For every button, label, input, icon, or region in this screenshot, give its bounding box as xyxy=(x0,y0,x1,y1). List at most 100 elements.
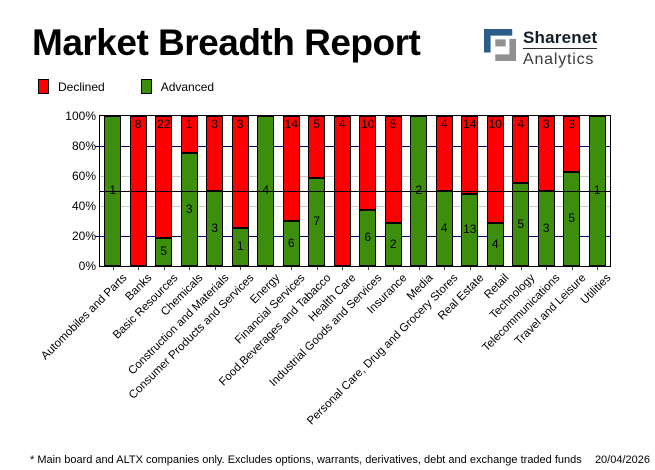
bar-declined-segment xyxy=(155,116,173,238)
declined-value-label: 14 xyxy=(463,117,477,131)
y-axis-label-80: 80% xyxy=(71,139,96,153)
advanced-value-label: 7 xyxy=(313,214,321,228)
x-axis-tick xyxy=(240,267,242,270)
y-axis-label-20: 20% xyxy=(71,229,96,243)
y-axis-label-60: 60% xyxy=(71,169,96,183)
advanced-value-label: 4 xyxy=(440,220,448,235)
legend-swatch-advanced xyxy=(140,79,152,94)
axis-tick-80 xyxy=(95,146,100,147)
x-axis-tick xyxy=(138,267,140,270)
bar-declined-segment xyxy=(206,116,224,191)
bar-declined-segment xyxy=(563,116,581,172)
sharenet-logo: Sharenet Analytics xyxy=(484,28,598,68)
bar-declined-segment xyxy=(282,116,300,221)
bar-declined-segment xyxy=(231,116,249,228)
advanced-value-label: 3 xyxy=(542,220,550,235)
gridline-60 xyxy=(100,176,610,177)
logo-sub: Analytics xyxy=(523,51,595,68)
logo-divider xyxy=(523,48,598,49)
x-axis-tick xyxy=(342,267,344,270)
logo-brand: Sharenet xyxy=(523,28,598,47)
chart-legend: Declined Advanced xyxy=(38,79,250,94)
bar-advanced-segment xyxy=(563,172,581,266)
axis-tick-20 xyxy=(95,236,100,237)
advanced-value-label: 1 xyxy=(236,239,244,253)
y-axis-label-100: 100% xyxy=(65,109,96,123)
x-axis-tick xyxy=(265,267,267,270)
gridline-20 xyxy=(100,236,610,237)
bar-declined-segment xyxy=(359,116,377,210)
bar-advanced-segment xyxy=(155,238,173,266)
declined-value-label: 10 xyxy=(488,117,502,131)
sharenet-logo-text: Sharenet Analytics xyxy=(523,28,598,68)
page-title: Market Breadth Report xyxy=(32,22,421,63)
legend-swatch-declined xyxy=(38,79,49,94)
advanced-value-label: 5 xyxy=(160,244,168,258)
x-axis-tick xyxy=(469,267,471,270)
declined-value-label: 4 xyxy=(517,117,525,131)
x-axis-tick xyxy=(520,267,522,270)
bar-declined-segment xyxy=(384,116,402,223)
x-axis-tick xyxy=(495,267,497,270)
advanced-value-label: 5 xyxy=(568,211,576,225)
declined-value-label: 3 xyxy=(568,117,576,131)
advanced-value-label: 3 xyxy=(185,201,193,216)
advanced-value-label: 1 xyxy=(593,183,601,197)
advanced-value-label: 3 xyxy=(211,220,219,235)
x-axis-tick xyxy=(163,267,165,270)
y-axis-label-0: 0% xyxy=(78,259,96,273)
bar-declined-segment xyxy=(308,116,326,178)
x-axis-tick xyxy=(571,267,573,270)
x-axis-tick xyxy=(393,267,395,270)
declined-value-label: 4 xyxy=(338,117,346,131)
footnote: * Main board and ALTX companies only. Ex… xyxy=(30,454,582,466)
x-axis-tick xyxy=(214,267,216,270)
report-date: 20/04/2026 xyxy=(594,454,650,466)
x-axis-tick xyxy=(112,267,114,270)
x-axis-tick xyxy=(546,267,548,270)
advanced-value-label: 5 xyxy=(517,216,525,231)
sharenet-logo-icon xyxy=(484,29,516,61)
bar-advanced-segment xyxy=(231,228,249,266)
declined-value-label: 3 xyxy=(236,117,244,131)
declined-value-label: 3 xyxy=(542,117,550,131)
bar-advanced-segment xyxy=(359,210,377,266)
declined-value-label: 10 xyxy=(361,117,375,131)
bar-declined-segment xyxy=(180,116,198,153)
gridline-40 xyxy=(100,206,610,207)
bar-declined-segment xyxy=(461,116,479,194)
advanced-value-label: 6 xyxy=(364,230,372,244)
bar-declined-segment xyxy=(537,116,555,191)
legend-label: Declined xyxy=(58,79,105,94)
bar-declined-segment xyxy=(486,116,504,223)
declined-value-label: 14 xyxy=(284,117,298,131)
legend-item-advanced: Advanced xyxy=(140,79,215,94)
declined-value-label: 5 xyxy=(389,117,397,131)
gridline-80 xyxy=(100,146,610,147)
declined-value-label: 22 xyxy=(157,117,171,131)
bar-advanced-segment xyxy=(461,194,479,266)
declined-value-label: 8 xyxy=(134,117,142,131)
advanced-value-label: 6 xyxy=(287,235,295,250)
x-axis-tick xyxy=(367,267,369,270)
fifty-percent-line xyxy=(100,191,610,192)
legend-item-declined: Declined xyxy=(38,79,105,94)
advanced-value-label: 2 xyxy=(389,236,397,251)
advanced-value-label: 4 xyxy=(491,236,499,251)
bar-advanced-segment xyxy=(282,221,300,266)
declined-value-label: 5 xyxy=(313,117,321,131)
x-axis-tick xyxy=(418,267,420,270)
bar-declined-segment xyxy=(435,116,453,191)
advanced-value-label: 1 xyxy=(109,183,117,197)
x-axis-tick xyxy=(291,267,293,270)
declined-value-label: 3 xyxy=(211,117,219,131)
x-axis-tick xyxy=(597,267,599,270)
legend-label: Advanced xyxy=(160,79,215,94)
x-axis-tick xyxy=(189,267,191,270)
declined-value-label: 4 xyxy=(440,117,448,131)
x-axis-tick xyxy=(444,267,446,270)
advanced-value-label: 13 xyxy=(463,222,477,236)
declined-value-label: 1 xyxy=(185,117,193,131)
x-axis-tick xyxy=(316,267,318,270)
